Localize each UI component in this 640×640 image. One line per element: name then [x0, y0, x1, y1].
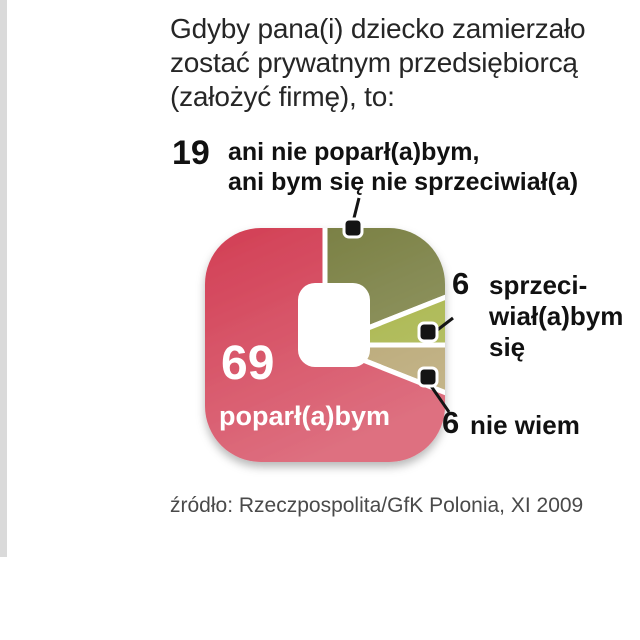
- label-neutral-line-1: ani nie poparł(a)bym,: [228, 138, 480, 166]
- callout-line-oppose: [435, 316, 454, 333]
- value-support: 69: [221, 337, 275, 390]
- label-oppose-line-2: wiał(a)bym: [489, 301, 624, 331]
- value-neutral: 19: [172, 134, 210, 172]
- title-line-2: zostać prywatnym przedsiębiorcą: [170, 47, 578, 78]
- chart-title: Gdyby pana(i) dziecko zamierzało zostać …: [170, 12, 586, 114]
- callout-marker-dont-know: [417, 366, 439, 388]
- callout-line-dont-know: [429, 385, 451, 413]
- label-support: poparł(a)bym: [219, 401, 391, 431]
- callout-marker-oppose: [417, 321, 439, 343]
- label-oppose-line-3: się: [489, 332, 526, 362]
- label-neutral-line-2: ani bym się nie sprzeciwiał(a): [228, 168, 579, 196]
- title-line-1: Gdyby pana(i) dziecko zamierzało: [170, 13, 586, 44]
- callout-marker-neutral: [342, 217, 364, 239]
- source-credit: źródło: Rzeczpospolita/GfK Polonia, XI 2…: [170, 494, 584, 517]
- value-oppose: 6: [452, 266, 470, 301]
- center-notch: [298, 283, 370, 367]
- value-dont-know: 6: [442, 405, 460, 440]
- page-edge-strip: [0, 0, 7, 557]
- label-dont-know: nie wiem: [470, 410, 580, 440]
- title-line-3: (założyć firmę), to:: [170, 81, 395, 112]
- label-neutral: ani nie poparł(a)bym, ani bym się nie sp…: [228, 137, 578, 197]
- label-oppose-line-1: sprzeci-: [489, 270, 588, 300]
- label-oppose: sprzeci- wiał(a)bym się: [489, 270, 623, 363]
